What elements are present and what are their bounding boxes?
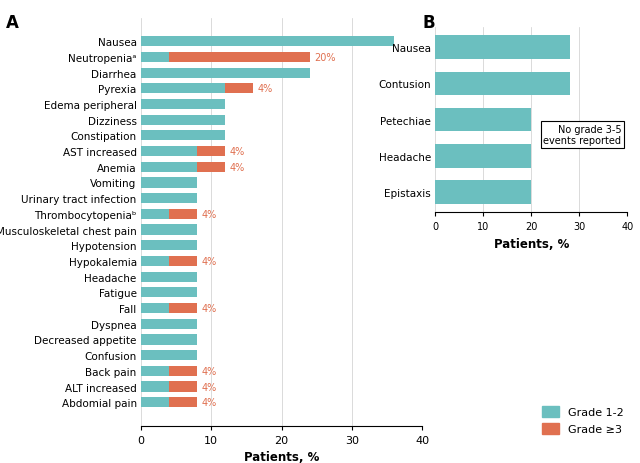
Bar	[169, 366, 197, 376]
Bar	[169, 257, 197, 267]
Bar	[141, 100, 225, 110]
Bar	[141, 115, 225, 125]
Bar	[141, 84, 225, 94]
Bar	[435, 72, 570, 96]
Text: 4%: 4%	[202, 209, 216, 219]
Bar	[197, 147, 225, 157]
Bar	[141, 257, 169, 267]
Bar	[225, 84, 253, 94]
Bar	[141, 319, 197, 329]
X-axis label: Patients, %: Patients, %	[244, 450, 319, 463]
Bar	[141, 366, 169, 376]
Bar	[169, 382, 197, 392]
Bar	[197, 163, 225, 173]
Bar	[141, 209, 169, 219]
X-axis label: Patients, %: Patients, %	[493, 238, 569, 250]
Text: 4%: 4%	[230, 147, 244, 157]
Bar	[141, 178, 197, 188]
Bar	[141, 131, 225, 141]
Bar	[141, 241, 197, 251]
Text: 4%: 4%	[230, 163, 244, 172]
Bar	[141, 69, 310, 79]
Bar	[435, 109, 531, 132]
Bar	[141, 350, 197, 361]
Bar	[141, 53, 169, 63]
Text: 4%: 4%	[258, 84, 273, 94]
Bar	[141, 194, 197, 204]
Text: 20%: 20%	[314, 53, 335, 63]
Bar	[141, 272, 197, 282]
Bar	[141, 147, 197, 157]
Bar	[169, 53, 310, 63]
Bar	[435, 181, 531, 205]
Bar	[169, 209, 197, 219]
Text: 4%: 4%	[202, 303, 216, 313]
Text: 4%: 4%	[202, 397, 216, 407]
Bar	[435, 36, 570, 60]
Text: A: A	[6, 14, 19, 32]
Text: 4%: 4%	[202, 382, 216, 392]
Bar	[141, 288, 197, 298]
Text: 4%: 4%	[202, 366, 216, 376]
Bar	[435, 145, 531, 169]
Bar	[169, 397, 197, 407]
Bar	[141, 303, 169, 313]
Bar	[141, 225, 197, 235]
Bar	[141, 163, 197, 173]
Bar	[141, 335, 197, 345]
Bar	[141, 37, 394, 47]
Text: No grade 3-5
events reported: No grade 3-5 events reported	[543, 125, 621, 146]
Bar	[169, 303, 197, 313]
Text: 4%: 4%	[202, 257, 216, 266]
Legend: Grade 1-2, Grade ≥3: Grade 1-2, Grade ≥3	[538, 402, 628, 439]
Bar	[141, 397, 169, 407]
Text: B: B	[422, 14, 435, 32]
Bar	[141, 382, 169, 392]
